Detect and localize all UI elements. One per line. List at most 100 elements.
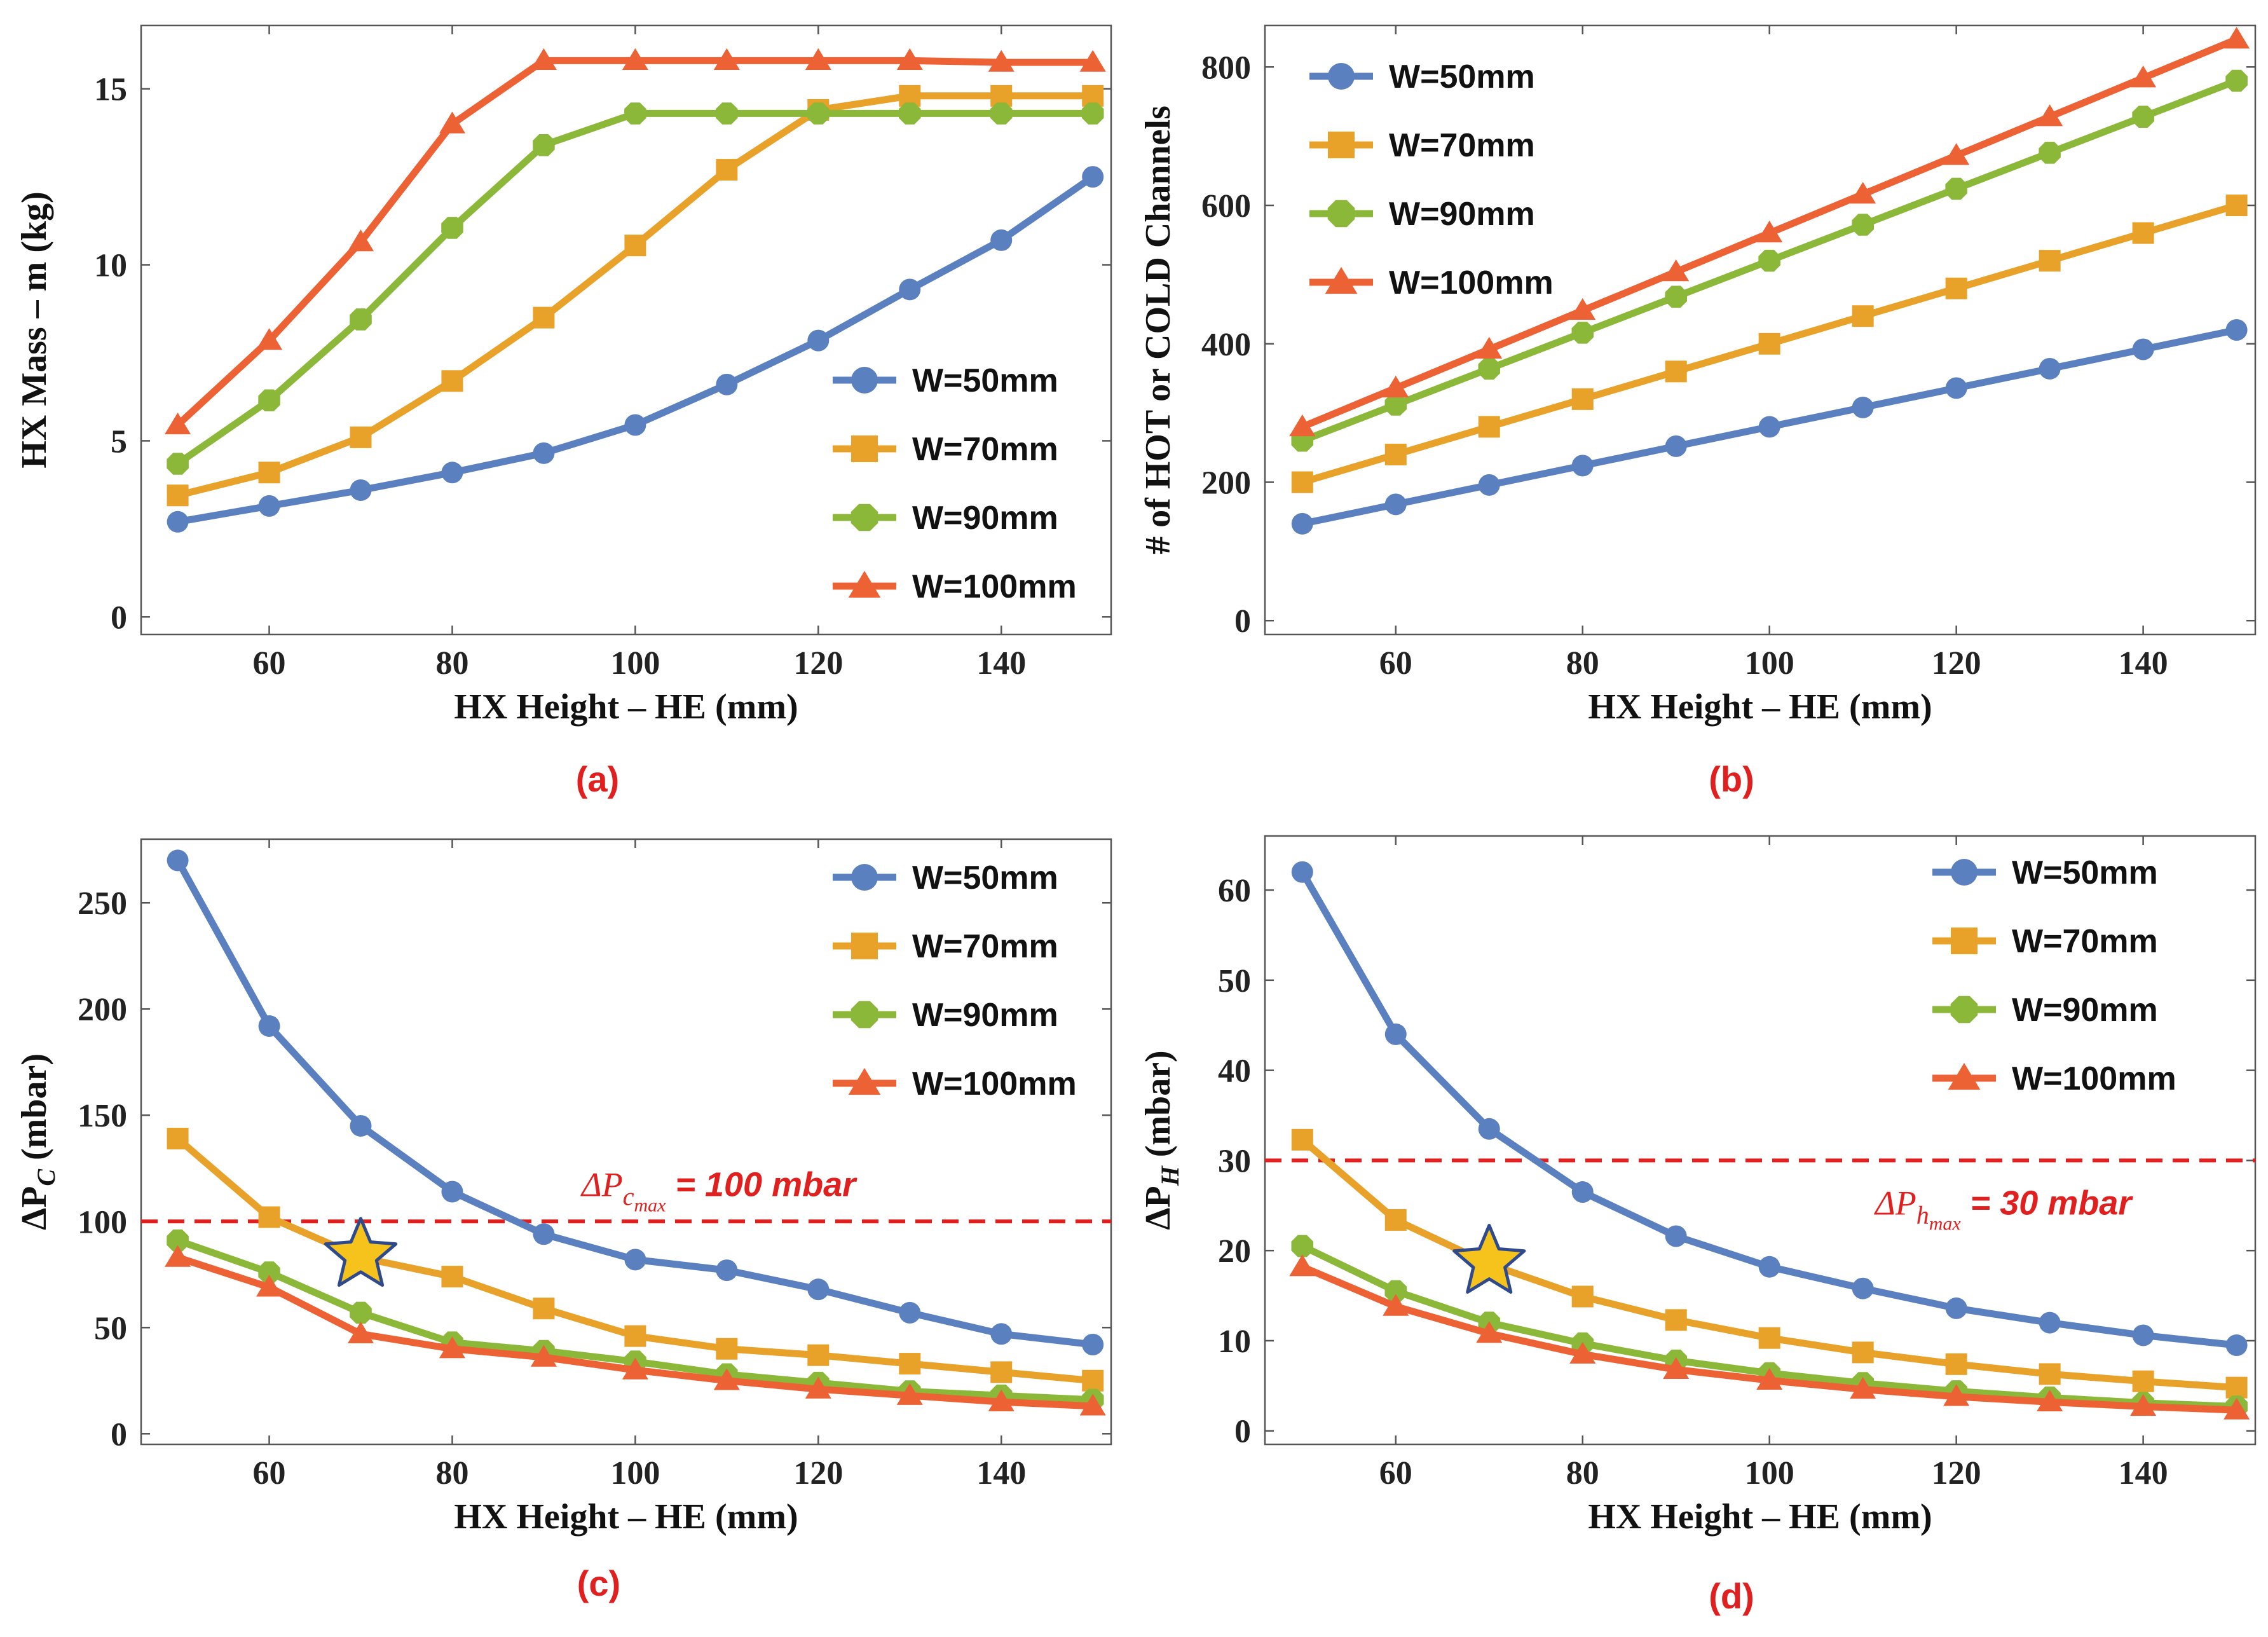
y-tick-label: 10	[1218, 1324, 1251, 1360]
data-point-W=100mm	[2130, 1394, 2157, 1416]
x-axis-title: HX Height – HE (mm)	[454, 687, 798, 727]
y-axis-title-sub: C	[32, 1168, 60, 1186]
y-axis-title-main: ΔP	[15, 1186, 54, 1230]
legend-marker	[1328, 132, 1355, 158]
data-point-W=90mm	[1852, 214, 1874, 236]
data-point-W=100mm	[2037, 1389, 2063, 1412]
data-point-W=100mm	[622, 1357, 648, 1380]
data-point-W=50mm	[2132, 1324, 2154, 1346]
chart-panel-d: 60 80 100 120 140 0 10 20 30 40 50 60 HX Height – HE…	[1138, 835, 2257, 1616]
y-tick-label: 200	[1201, 465, 1251, 502]
y-tick-label: 200	[78, 992, 127, 1028]
x-tick-label: 140	[976, 1455, 1026, 1491]
data-point-W=90mm	[2039, 142, 2061, 164]
y-tick-label: 250	[78, 886, 127, 922]
x-axis-title: HX Height – HE (mm)	[1588, 687, 1932, 727]
data-point-W=100mm	[1289, 414, 1316, 437]
data-point-W=100mm	[2224, 1397, 2250, 1420]
y-tick-label: 800	[1201, 50, 1251, 86]
data-point-W=70mm	[533, 306, 555, 329]
data-point-W=90mm	[1478, 357, 1500, 380]
data-point-W=100mm	[256, 1275, 283, 1297]
data-point-W=100mm	[1850, 182, 1876, 204]
data-point-W=100mm	[1663, 259, 1690, 282]
data-point-W=50mm	[1571, 1181, 1594, 1203]
legend-label: W=50mm	[1389, 58, 1535, 95]
data-point-W=50mm	[990, 229, 1013, 251]
data-point-W=90mm	[899, 102, 921, 125]
data-point-W=100mm	[1943, 1384, 1970, 1406]
y-axis-title: ΔPH (mbar)	[1138, 1050, 1184, 1229]
data-point-W=100mm	[1079, 1394, 1106, 1416]
y-tick-label: 0	[1234, 1414, 1251, 1450]
x-tick-label: 60	[1379, 645, 1412, 682]
legend-marker	[1951, 928, 1978, 954]
data-point-W=90mm	[1384, 1280, 1407, 1303]
data-point-W=50mm	[716, 373, 738, 395]
data-point-W=50mm	[1384, 493, 1407, 516]
threshold-label-subsub: max	[1929, 1213, 1962, 1234]
data-point-W=70mm	[2039, 250, 2061, 272]
y-tick-label: 0	[111, 599, 127, 636]
y-tick-label: 50	[1218, 963, 1251, 999]
data-point-W=100mm	[622, 48, 648, 71]
legend-marker	[850, 1001, 878, 1029]
data-point-W=70mm	[350, 426, 372, 448]
x-tick-label: 80	[1566, 645, 1599, 682]
data-point-W=50mm	[167, 510, 189, 533]
chart-panel-a: 60 80 100 120 140 0 5 10 15 HX Height – HE (mm) HX…	[15, 24, 1112, 799]
y-tick-label: 40	[1218, 1053, 1251, 1090]
data-point-W=70mm	[1082, 1369, 1104, 1392]
data-point-W=90mm	[1291, 1235, 1314, 1257]
data-point-W=70mm	[1291, 1128, 1313, 1151]
data-point-W=100mm	[1079, 50, 1106, 72]
data-point-W=70mm	[441, 370, 463, 392]
data-point-W=70mm	[899, 1353, 921, 1375]
data-point-W=70mm	[2225, 1376, 2248, 1399]
data-point-W=100mm	[1663, 1357, 1690, 1379]
data-point-W=50mm	[258, 495, 280, 517]
data-point-W=50mm	[441, 1181, 463, 1203]
x-tick-label: 120	[793, 645, 843, 682]
data-point-W=70mm	[441, 1266, 463, 1288]
data-point-W=90mm	[1384, 394, 1407, 416]
data-point-W=70mm	[1384, 443, 1407, 465]
data-point-W=70mm	[167, 484, 189, 507]
y-tick-label: 50	[94, 1310, 127, 1346]
legend-label: W=100mm	[912, 1065, 1077, 1102]
data-point-W=100mm	[1756, 1367, 1783, 1390]
y-axis-title-suffix: (mbar)	[1138, 1050, 1178, 1166]
y-tick-label: 5	[111, 423, 127, 460]
data-point-W=100mm	[1756, 221, 1783, 243]
plot-frame	[140, 24, 1112, 636]
data-point-W=70mm	[1945, 277, 1967, 299]
x-tick-label: 60	[1379, 1455, 1412, 1491]
y-tick-label: 60	[1218, 873, 1251, 909]
data-point-W=100mm	[1569, 1341, 1596, 1364]
legend-marker	[848, 570, 881, 598]
data-point-W=50mm	[1945, 377, 1967, 399]
data-point-W=100mm	[1850, 1376, 1876, 1399]
design-point-star	[324, 1217, 398, 1287]
data-point-W=100mm	[1569, 298, 1596, 320]
data-point-W=50mm	[1852, 1277, 1874, 1299]
legend-marker	[1328, 63, 1355, 90]
threshold-label-math: ΔP	[1874, 1184, 1916, 1222]
design-point-star	[1452, 1224, 1526, 1294]
data-point-W=90mm	[441, 217, 463, 239]
data-point-W=50mm	[1478, 474, 1500, 496]
data-point-W=90mm	[624, 102, 646, 125]
data-point-W=100mm	[165, 1245, 191, 1267]
plot-frame	[1264, 24, 2257, 636]
y-tick-label: 20	[1218, 1233, 1251, 1270]
data-point-W=50mm	[1945, 1297, 1967, 1319]
x-tick-label: 120	[793, 1455, 843, 1491]
x-tick-label: 60	[253, 645, 286, 682]
data-point-W=70mm	[533, 1298, 555, 1320]
data-point-W=70mm	[1478, 416, 1500, 438]
y-axis-title-sub: H	[1156, 1165, 1184, 1186]
data-point-W=70mm	[1945, 1353, 1967, 1375]
data-point-W=70mm	[1852, 1341, 1874, 1364]
data-point-W=100mm	[805, 48, 831, 71]
y-axis-title-main: ΔP	[1138, 1186, 1178, 1229]
